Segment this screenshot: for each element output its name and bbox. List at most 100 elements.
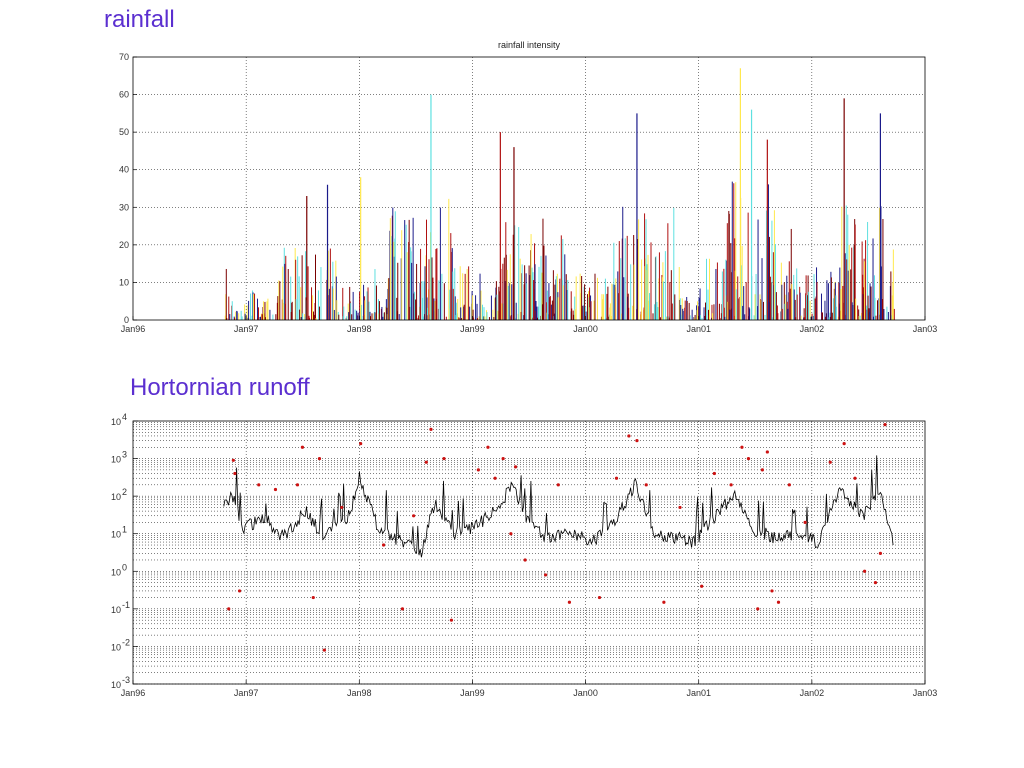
runoff-point [756, 607, 760, 611]
runoff-point [543, 573, 548, 577]
runoff-y-tick-label: 10 [111, 567, 121, 577]
runoff-point [878, 551, 882, 555]
runoff-point [231, 458, 235, 462]
rain-gridlines [133, 57, 925, 320]
runoff-y-tick-label: 10 [111, 605, 121, 615]
rain-y-tick-label: 10 [119, 277, 129, 287]
runoff-x-tick-label: Jan98 [347, 688, 372, 698]
runoff-y-tick-label: 10 [111, 455, 121, 465]
runoff-point [400, 607, 405, 611]
runoff-line [223, 455, 894, 558]
runoff-point [760, 468, 764, 472]
runoff-point [442, 456, 446, 461]
rain-y-tick-label: 50 [119, 127, 129, 137]
runoff-point [770, 589, 774, 593]
runoff-x-tick-label: Jan97 [234, 688, 259, 698]
rain-x-tick-label: Jan99 [460, 324, 485, 334]
runoff-point [644, 483, 648, 487]
rain-x-tick-label: Jan01 [686, 324, 711, 334]
runoff-y-tick-exponent: 1 [122, 525, 127, 535]
runoff-plot-frame [132, 420, 926, 685]
runoff-point [493, 476, 497, 480]
runoff-point [635, 439, 639, 443]
runoff-x-ticks: Jan96 Jan97 Jan98 Jan99 Jan00 Jan01 Jan02 Jan03 [121, 680, 938, 698]
runoff-point [765, 450, 769, 454]
runoff-line-layer [223, 455, 894, 558]
runoff-x-tick-label: Jan03 [913, 688, 938, 698]
runoff-point [523, 558, 527, 562]
rain-x-tick-label: Jan96 [121, 324, 146, 334]
runoff-point [803, 520, 807, 525]
rain-x-tick-label: Jan02 [800, 324, 825, 334]
runoff-point [513, 465, 518, 469]
runoff-point [853, 476, 857, 480]
runoff-point [449, 618, 454, 622]
runoff-point [412, 514, 416, 518]
runoff-point [776, 600, 781, 604]
runoff-y-tick-exponent: 3 [122, 450, 127, 460]
runoff-point [873, 580, 878, 585]
rain-y-ticks: 0 10 20 30 40 50 60 70 [119, 52, 137, 325]
runoff-point [237, 589, 242, 593]
runoff-point [486, 445, 490, 449]
runoff-point [340, 505, 344, 510]
runoff-point [787, 483, 791, 487]
runoff-point [700, 584, 704, 588]
runoff-y-tick-exponent: 2 [122, 487, 127, 497]
runoff-point [567, 600, 572, 604]
runoff-y-tick-exponent: 4 [122, 412, 127, 422]
runoff-point [257, 483, 261, 487]
runoff-point [842, 442, 846, 446]
runoff-y-tick-label: 10 [111, 417, 121, 427]
runoff-point [627, 434, 631, 438]
runoff-x-tick-label: Jan96 [121, 688, 146, 698]
runoff-point [227, 607, 231, 611]
rain-y-tick-label: 40 [119, 165, 129, 175]
rain-x-tick-label: Jan98 [347, 324, 372, 334]
rain-plot-frame [132, 56, 926, 321]
runoff-point [509, 532, 513, 536]
runoff-point [424, 460, 428, 464]
runoff-point [556, 483, 560, 487]
runoff-heading: Hortornian runoff [130, 374, 310, 401]
runoff-point [317, 456, 322, 461]
rain-y-tick-label: 70 [119, 52, 129, 62]
rain-chart-title: rainfall intensity [498, 40, 561, 50]
runoff-point [740, 445, 744, 449]
runoff-point [429, 427, 433, 431]
runoff-point [295, 483, 300, 487]
runoff-x-tick-label: Jan99 [460, 688, 485, 698]
runoff-point [501, 456, 505, 461]
rain-x-tick-label: Jan00 [573, 324, 598, 334]
runoff-y-tick-label: 10 [111, 492, 121, 502]
runoff-point [381, 543, 386, 547]
runoff-point [476, 468, 480, 472]
rainfall-intensity-chart: 0 10 20 30 40 50 60 70 Jan96 Jan97 Jan98 Jan99 Jan0… [119, 40, 937, 334]
runoff-point [712, 471, 716, 476]
runoff-point [883, 423, 887, 427]
runoff-y-tick-exponent: 0 [122, 562, 127, 572]
runoff-point [597, 595, 602, 600]
runoff-y-tick-label: 10 [111, 680, 121, 690]
rain-y-tick-label: 0 [124, 315, 129, 325]
rain-x-tick-label: Jan03 [913, 324, 938, 334]
rain-y-tick-label: 20 [119, 240, 129, 250]
runoff-point [746, 456, 751, 461]
runoff-scatter-points [227, 423, 887, 652]
rain-x-ticks: Jan96 Jan97 Jan98 Jan99 Jan00 Jan01 Jan02 Jan03 [121, 316, 938, 334]
runoff-y-tick-exponent: -2 [122, 637, 130, 647]
rain-y-tick-label: 60 [119, 90, 129, 100]
runoff-plot-area [133, 421, 925, 684]
runoff-point [233, 471, 237, 476]
runoff-point [662, 600, 666, 604]
runoff-y-tick-exponent: -1 [122, 600, 130, 610]
rainfall-heading: rainfall [104, 6, 175, 33]
runoff-x-tick-label: Jan00 [573, 688, 598, 698]
rain-y-tick-label: 30 [119, 202, 129, 212]
runoff-point [322, 648, 327, 652]
runoff-point [359, 442, 363, 446]
rain-bars [224, 68, 895, 320]
runoff-point [828, 460, 832, 464]
